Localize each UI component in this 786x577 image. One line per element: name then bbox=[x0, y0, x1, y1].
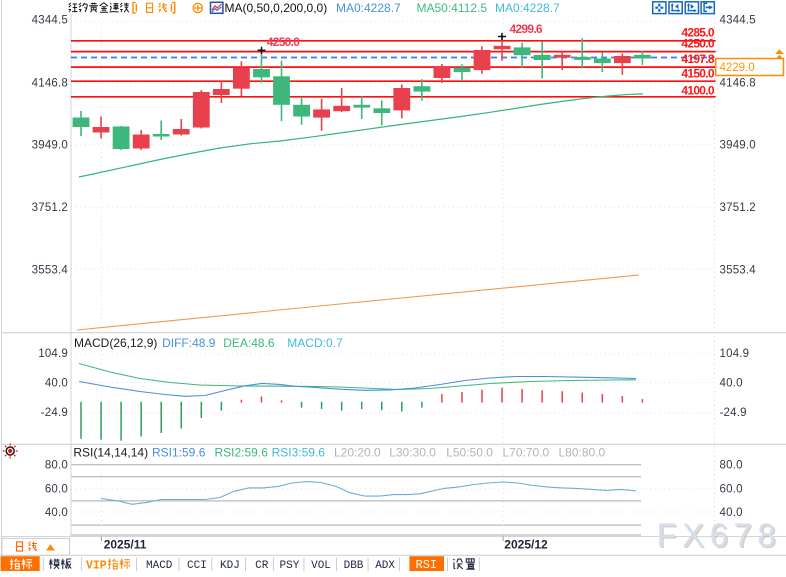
svg-text:ADX: ADX bbox=[375, 560, 395, 572]
svg-text:40.0: 40.0 bbox=[720, 507, 743, 519]
svg-text:2025/11: 2025/11 bbox=[104, 537, 147, 551]
svg-text:DBB: DBB bbox=[344, 560, 364, 572]
svg-text:4344.5: 4344.5 bbox=[720, 15, 756, 27]
svg-text:4285.0: 4285.0 bbox=[681, 25, 714, 39]
svg-text:40.0: 40.0 bbox=[45, 378, 68, 390]
svg-text:L70:70.0: L70:70.0 bbox=[503, 446, 550, 460]
svg-text:60.0: 60.0 bbox=[45, 484, 68, 496]
svg-text:VOL: VOL bbox=[311, 560, 331, 572]
svg-text:80.0: 80.0 bbox=[720, 460, 743, 472]
svg-text:4299.6: 4299.6 bbox=[510, 22, 543, 36]
svg-text:104.9: 104.9 bbox=[720, 348, 750, 360]
svg-text:4146.8: 4146.8 bbox=[720, 78, 756, 90]
svg-text:MACD: MACD bbox=[146, 560, 173, 572]
svg-text:L80:80.0: L80:80.0 bbox=[559, 446, 606, 460]
svg-text:3949.0: 3949.0 bbox=[32, 140, 68, 152]
svg-text:L20:20.0: L20:20.0 bbox=[334, 446, 381, 460]
svg-text:MA(0,50,0,200,0,0): MA(0,50,0,200,0,0) bbox=[225, 1, 328, 15]
svg-text:60.0: 60.0 bbox=[720, 484, 743, 496]
svg-text:-24.9: -24.9 bbox=[720, 407, 747, 419]
svg-text:104.9: 104.9 bbox=[38, 348, 68, 360]
svg-text:80.0: 80.0 bbox=[45, 460, 68, 472]
svg-text:4197.8: 4197.8 bbox=[681, 52, 714, 66]
svg-text:RSI2:59.6: RSI2:59.6 bbox=[215, 446, 269, 460]
svg-text:KDJ: KDJ bbox=[220, 560, 240, 572]
svg-text:FX678: FX678 bbox=[657, 517, 782, 554]
svg-text:MA0:4228.7: MA0:4228.7 bbox=[495, 1, 560, 15]
svg-text:4100.0: 4100.0 bbox=[681, 83, 714, 97]
svg-text:RSI3:59.6: RSI3:59.6 bbox=[272, 446, 326, 460]
svg-text:MA50:4112.5: MA50:4112.5 bbox=[417, 1, 488, 15]
svg-text:RSI1:59.6: RSI1:59.6 bbox=[152, 446, 206, 460]
svg-text:MACD:0.7: MACD:0.7 bbox=[287, 336, 343, 350]
svg-text:2025/12: 2025/12 bbox=[504, 537, 548, 551]
svg-text:3751.2: 3751.2 bbox=[720, 202, 756, 214]
svg-text:40.0: 40.0 bbox=[45, 507, 68, 519]
svg-text:40.0: 40.0 bbox=[720, 378, 743, 390]
svg-text:L30:30.0: L30:30.0 bbox=[389, 446, 436, 460]
svg-text:CR: CR bbox=[255, 560, 269, 572]
svg-text:RSI: RSI bbox=[416, 558, 438, 572]
svg-text:4146.8: 4146.8 bbox=[32, 78, 68, 90]
svg-text:3553.4: 3553.4 bbox=[720, 265, 757, 277]
svg-text:3553.4: 3553.4 bbox=[32, 265, 69, 277]
svg-text:MACD(26,12,9): MACD(26,12,9) bbox=[74, 336, 157, 350]
svg-text:CCI: CCI bbox=[187, 560, 207, 572]
svg-text:3751.2: 3751.2 bbox=[32, 202, 68, 214]
svg-text:4250.0: 4250.0 bbox=[681, 36, 714, 50]
svg-text:-24.9: -24.9 bbox=[41, 407, 68, 419]
svg-text:4150.0: 4150.0 bbox=[681, 67, 714, 81]
svg-text:3949.0: 3949.0 bbox=[720, 140, 756, 152]
svg-text:DIFF:48.9: DIFF:48.9 bbox=[162, 336, 216, 350]
svg-text:PSY: PSY bbox=[280, 560, 300, 572]
svg-text:4250.0: 4250.0 bbox=[267, 35, 300, 49]
svg-text:4229.0: 4229.0 bbox=[720, 62, 755, 74]
svg-text:RSI(14,14,14): RSI(14,14,14) bbox=[73, 446, 148, 460]
svg-text:MA0:4228.7: MA0:4228.7 bbox=[336, 1, 401, 15]
svg-text:L50:50.0: L50:50.0 bbox=[446, 446, 493, 460]
svg-text:FX678: FX678 bbox=[658, 518, 783, 555]
svg-text:VIP: VIP bbox=[86, 559, 107, 572]
svg-text:4344.5: 4344.5 bbox=[32, 15, 68, 27]
svg-text:DEA:48.6: DEA:48.6 bbox=[223, 336, 275, 350]
